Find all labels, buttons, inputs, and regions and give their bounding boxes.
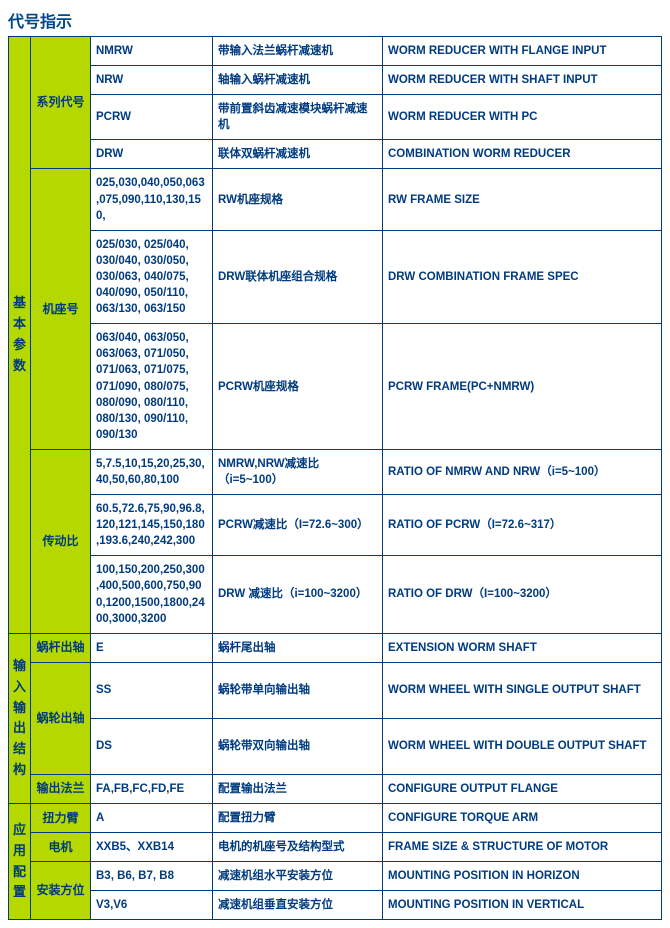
cell-en: CONFIGURE OUTPUT FLANGE (383, 774, 662, 803)
cell-en: RW FRAME SIZE (383, 169, 662, 230)
cell-en: DRW COMBINATION FRAME SPEC (383, 230, 662, 323)
label-motor: 电机 (31, 833, 91, 862)
cell-zh: 减速机组水平安装方位 (213, 862, 383, 891)
cell-zh: PCRW机座规格 (213, 324, 383, 450)
cell-en: WORM REDUCER WITH SHAFT INPUT (383, 66, 662, 95)
cell-code: 5,7.5,10,15,20,25,30,40,50,60,80,100 (91, 449, 213, 494)
cell-code: 100,150,200,250,300,400,500,600,750,900,… (91, 556, 213, 633)
cell-zh: 蜗轮带双向输出轴 (213, 718, 383, 774)
cell-zh: 配置输出法兰 (213, 774, 383, 803)
cell-zh: 联体双蜗杆减速机 (213, 140, 383, 169)
cell-zh: 带输入法兰蜗杆减速机 (213, 37, 383, 66)
cell-code: XXB5、XXB14 (91, 833, 213, 862)
cell-code: DS (91, 718, 213, 774)
group-app: 应用配置 (9, 803, 31, 919)
cell-code: FA,FB,FC,FD,FE (91, 774, 213, 803)
cell-en: MOUNTING POSITION IN VERTICAL (383, 891, 662, 920)
cell-code: V3,V6 (91, 891, 213, 920)
cell-en: WORM WHEEL WITH SINGLE OUTPUT SHAFT (383, 662, 662, 718)
cell-en: FRAME SIZE & STRUCTURE OF MOTOR (383, 833, 662, 862)
cell-en: RATIO OF DRW（I=100~3200） (383, 556, 662, 633)
cell-code: SS (91, 662, 213, 718)
label-wheel-out: 蜗轮出轴 (31, 662, 91, 774)
cell-code: NMRW (91, 37, 213, 66)
cell-code: E (91, 633, 213, 662)
cell-zh: 配置扭力臂 (213, 803, 383, 832)
cell-en: COMBINATION WORM REDUCER (383, 140, 662, 169)
cell-en: MOUNTING POSITION IN HORIZON (383, 862, 662, 891)
label-flange: 输出法兰 (31, 774, 91, 803)
label-frame: 机座号 (31, 169, 91, 449)
cell-zh: 减速机组垂直安装方位 (213, 891, 383, 920)
cell-zh: PCRW减速比（I=72.6~300） (213, 495, 383, 556)
cell-zh: 蜗轮带单向输出轴 (213, 662, 383, 718)
label-mount: 安装方位 (31, 862, 91, 920)
cell-en: WORM WHEEL WITH DOUBLE OUTPUT SHAFT (383, 718, 662, 774)
cell-code: A (91, 803, 213, 832)
cell-code: 063/040, 063/050, 063/063, 071/050, 071/… (91, 324, 213, 450)
cell-en: CONFIGURE TORQUE ARM (383, 803, 662, 832)
cell-en: WORM REDUCER WITH FLANGE INPUT (383, 37, 662, 66)
cell-zh: 蜗杆尾出轴 (213, 633, 383, 662)
cell-zh: 电机的机座号及结构型式 (213, 833, 383, 862)
cell-zh: 带前置斜齿减速模块蜗杆减速机 (213, 95, 383, 140)
cell-en: EXTENSION WORM SHAFT (383, 633, 662, 662)
cell-code: 025,030,040,050,063,075,090,110,130,150, (91, 169, 213, 230)
label-series: 系列代号 (31, 37, 91, 169)
group-basic: 基本参数 (9, 37, 31, 634)
cell-zh: RW机座规格 (213, 169, 383, 230)
group-io: 输入输出结构 (9, 633, 31, 803)
spec-table: 基本参数 系列代号 NMRW 带输入法兰蜗杆减速机 WORM REDUCER W… (8, 36, 662, 920)
cell-zh: NMRW,NRW减速比（i=5~100） (213, 449, 383, 494)
label-torque: 扭力臂 (31, 803, 91, 832)
cell-code: B3, B6, B7, B8 (91, 862, 213, 891)
cell-en: PCRW FRAME(PC+NMRW) (383, 324, 662, 450)
cell-en: RATIO OF PCRW（I=72.6~317） (383, 495, 662, 556)
cell-en: WORM REDUCER WITH PC (383, 95, 662, 140)
cell-code: PCRW (91, 95, 213, 140)
cell-en: RATIO OF NMRW AND NRW（i=5~100） (383, 449, 662, 494)
page-title: 代号指示 (8, 8, 662, 32)
cell-code: 025/030, 025/040, 030/040, 030/050, 030/… (91, 230, 213, 323)
label-ratio: 传动比 (31, 449, 91, 633)
cell-zh: DRW 减速比（i=100~3200） (213, 556, 383, 633)
cell-code: DRW (91, 140, 213, 169)
cell-zh: DRW联体机座组合规格 (213, 230, 383, 323)
cell-zh: 轴输入蜗杆减速机 (213, 66, 383, 95)
label-worm-out: 蜗杆出轴 (31, 633, 91, 662)
cell-code: 60.5,72.6,75,90,96.8,120,121,145,150,180… (91, 495, 213, 556)
cell-code: NRW (91, 66, 213, 95)
